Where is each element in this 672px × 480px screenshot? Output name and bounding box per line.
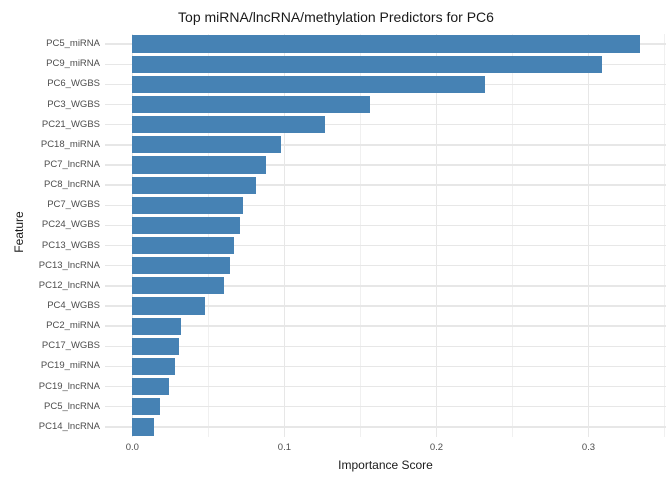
bar-PC18_miRNA: [132, 136, 282, 154]
bar-PC21_WGBS: [132, 116, 326, 134]
x-tick-label: 0.3: [581, 442, 596, 453]
gridline-vertical-minor: [663, 34, 665, 437]
gridline-horizontal-major: [105, 204, 666, 206]
gridline-horizontal-major: [105, 184, 666, 186]
gridline-vertical-minor: [511, 34, 513, 437]
gridline-vertical-minor: [207, 34, 209, 437]
gridline-horizontal-major: [105, 144, 666, 146]
y-tick-label: PC7_lncRNA: [44, 158, 100, 170]
gridline-horizontal-major: [105, 345, 666, 348]
y-tick-label: PC24_WGBS: [41, 219, 100, 231]
y-tick-label: PC13_lncRNA: [38, 259, 100, 271]
chart-title: Top miRNA/lncRNA/methylation Predictors …: [178, 9, 494, 25]
gridline-horizontal-major: [105, 123, 666, 126]
bar-PC17_WGBS: [132, 337, 180, 355]
bar-PC7_lncRNA: [132, 156, 267, 174]
bar-PC13_lncRNA: [132, 257, 230, 275]
bar-PC4_WGBS: [132, 297, 206, 315]
y-tick-label: PC13_WGBS: [41, 239, 100, 251]
bar-PC5_lncRNA: [132, 398, 160, 416]
gridline-horizontal-major: [105, 426, 666, 428]
gridline-horizontal-major: [105, 406, 666, 408]
y-tick-label: PC9_miRNA: [46, 58, 100, 70]
bar-PC9_miRNA: [132, 55, 603, 73]
y-tick-label: PC2_miRNA: [46, 320, 100, 332]
bar-PC24_WGBS: [132, 216, 241, 234]
y-tick-label: PC5_lncRNA: [44, 400, 100, 412]
y-tick-label: PC4_WGBS: [47, 300, 100, 312]
gridline-horizontal-major: [105, 265, 666, 267]
bar-PC5_miRNA: [132, 35, 641, 53]
plot-panel: [105, 34, 666, 437]
bar-PC3_WGBS: [132, 95, 370, 114]
y-tick-label: PC18_miRNA: [40, 138, 100, 150]
gridline-horizontal-major: [105, 224, 666, 227]
gridline-vertical-major: [131, 34, 134, 437]
bar-PC14_lncRNA: [132, 418, 154, 436]
y-tick-label: PC19_lncRNA: [38, 380, 100, 392]
y-tick-label: PC17_WGBS: [41, 340, 100, 352]
x-tick-label: 0.0: [125, 442, 139, 453]
bar-PC13_WGBS: [132, 236, 235, 255]
y-tick-label: PC21_WGBS: [41, 118, 100, 130]
gridline-horizontal-major: [105, 305, 666, 307]
gridline-horizontal-major: [105, 103, 666, 106]
gridline-vertical-major: [587, 34, 590, 437]
x-axis-title: Importance Score: [338, 458, 433, 472]
bar-PC12_lncRNA: [132, 277, 224, 295]
gridline-vertical-major: [283, 34, 286, 437]
gridline-horizontal-major: [105, 365, 666, 368]
bar-PC2_miRNA: [132, 317, 181, 335]
y-tick-label: PC12_lncRNA: [38, 279, 100, 291]
y-tick-label: PC19_miRNA: [40, 360, 100, 372]
y-tick-label: PC5_miRNA: [46, 38, 100, 50]
x-tick-label: 0.1: [277, 442, 291, 453]
x-tick-label: 0.2: [429, 442, 444, 453]
gridline-horizontal-major: [105, 285, 666, 287]
y-tick-label: PC6_WGBS: [47, 78, 100, 90]
gridline-vertical-minor: [359, 34, 361, 437]
y-tick-label: PC8_lncRNA: [44, 179, 100, 191]
y-tick-label: PC3_WGBS: [47, 98, 100, 110]
bar-PC6_WGBS: [132, 75, 486, 93]
gridline-horizontal-major: [105, 385, 666, 388]
gridline-horizontal-major: [105, 164, 666, 166]
y-tick-label: PC7_WGBS: [47, 199, 100, 211]
bar-PC19_lncRNA: [132, 378, 169, 396]
bar-PC19_miRNA: [132, 357, 175, 376]
y-tick-label: PC14_lncRNA: [38, 420, 100, 432]
gridline-horizontal-major: [105, 244, 666, 247]
gridline-vertical-major: [435, 34, 438, 437]
bar-PC7_WGBS: [132, 196, 244, 214]
bar-PC8_lncRNA: [132, 176, 256, 194]
gridline-horizontal-major: [105, 325, 666, 327]
